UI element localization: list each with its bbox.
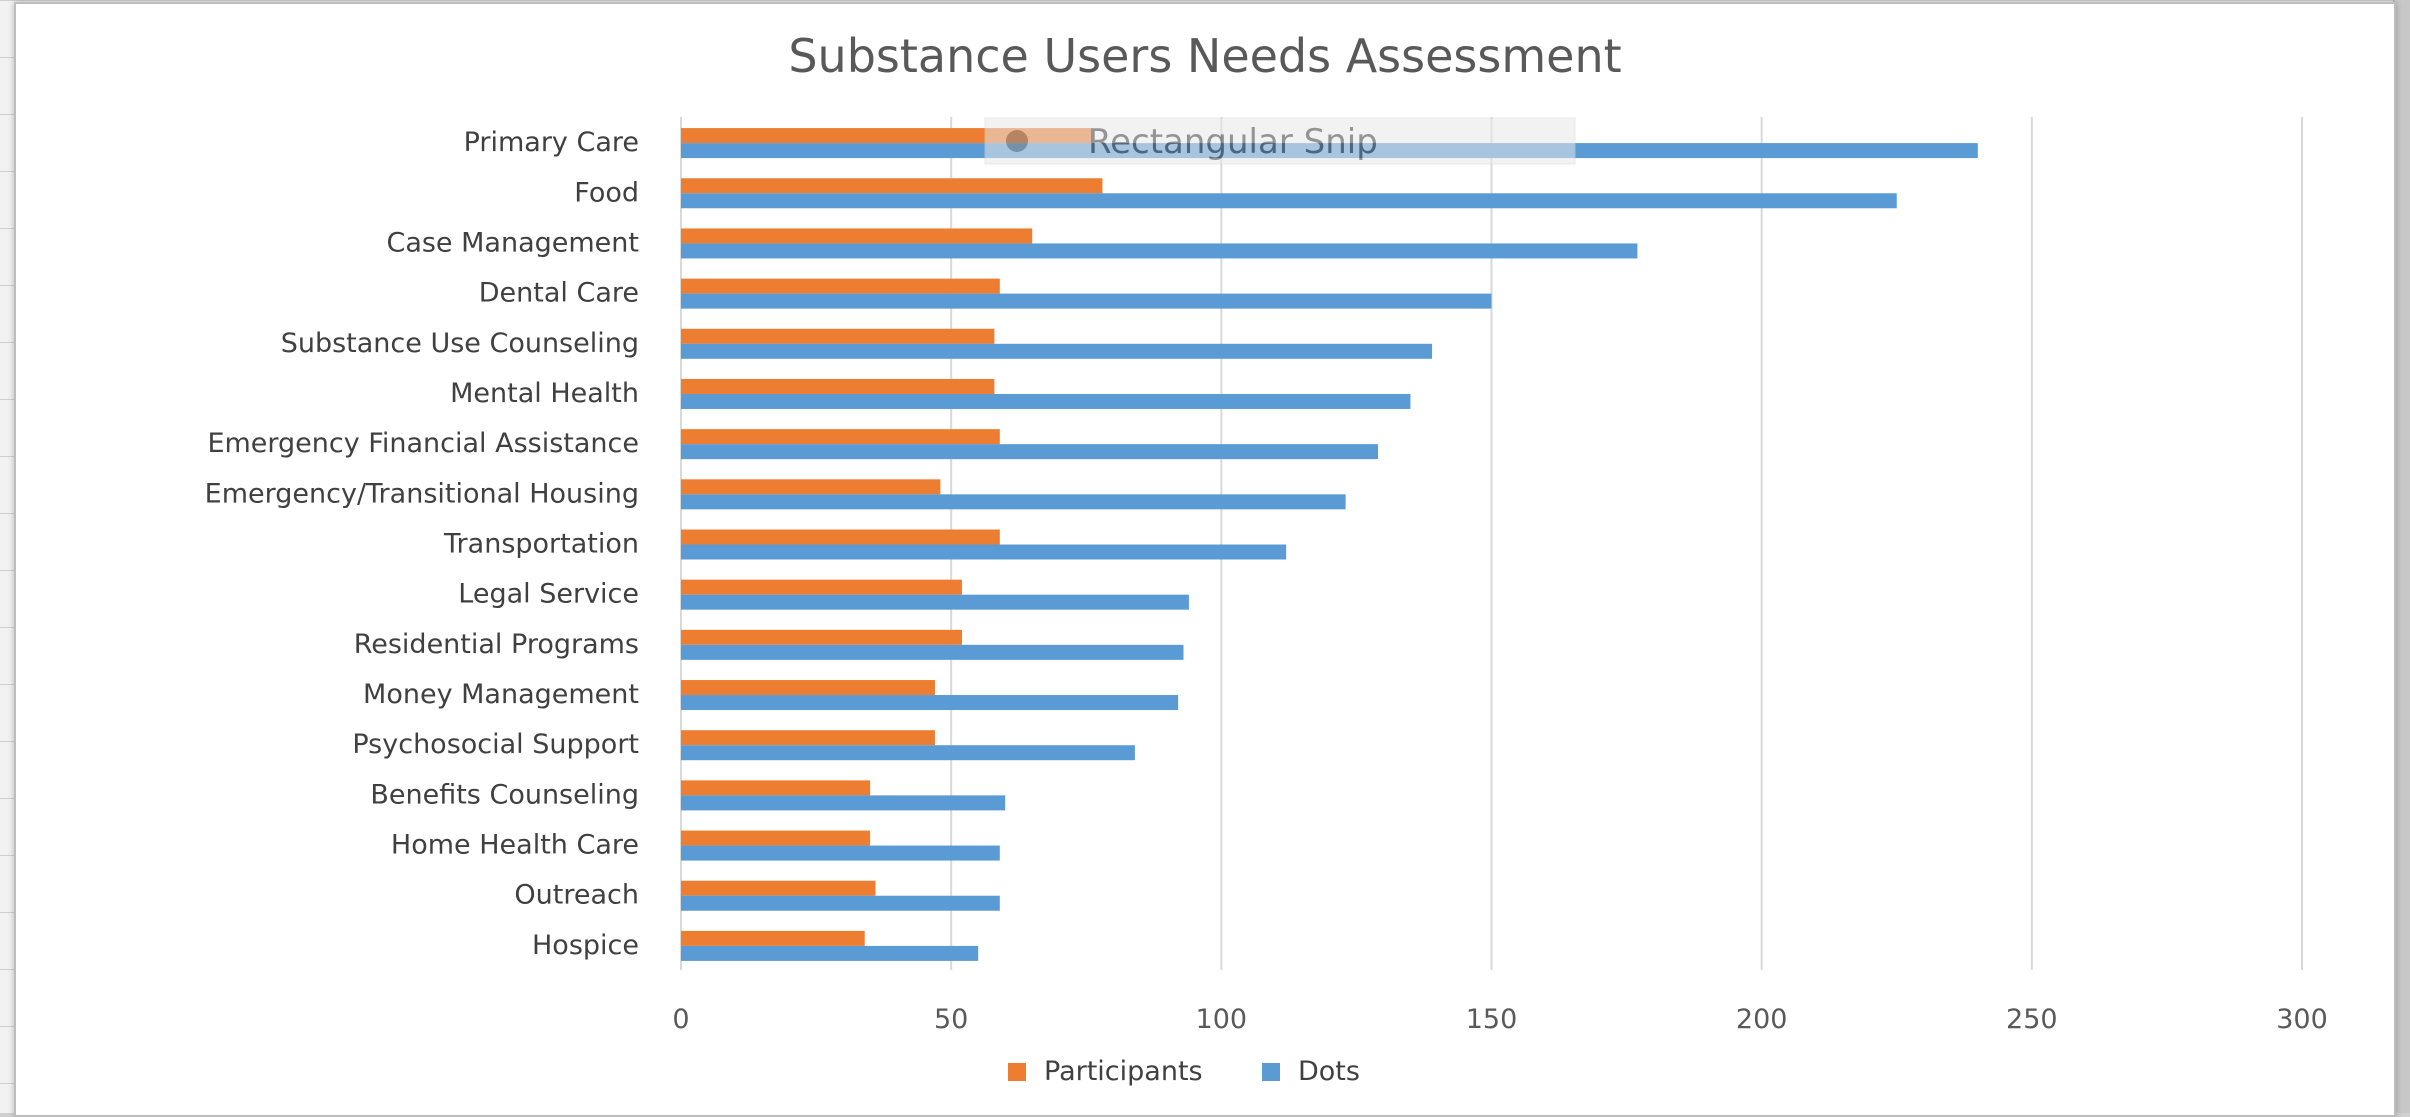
bar-participants[interactable] — [681, 830, 871, 846]
category-label: Outreach — [514, 880, 639, 911]
bar-dots[interactable] — [681, 695, 1179, 711]
x-tick-label: 150 — [1466, 1004, 1518, 1035]
bar-participants[interactable] — [681, 178, 1103, 194]
legend-label: Dots — [1298, 1056, 1360, 1087]
category-label: Residential Programs — [354, 629, 639, 660]
bar-participants[interactable] — [681, 328, 995, 344]
bar-dots[interactable] — [681, 243, 1638, 259]
category-labels: Primary Care Food Case Management Dental Ca… — [205, 127, 639, 961]
bar-dots[interactable] — [681, 444, 1379, 460]
category-label: Food — [574, 177, 639, 208]
category-label: Primary Care — [464, 127, 639, 158]
bar-participants[interactable] — [681, 278, 1000, 294]
bar-participants[interactable] — [681, 228, 1033, 244]
x-tick-labels: 0 50 100 150 200 250 300 — [672, 1004, 2327, 1035]
legend: Participants Dots — [1008, 1056, 1360, 1087]
category-label: Psychosocial Support — [352, 729, 639, 760]
category-label: Transportation — [443, 529, 639, 560]
bar-dots[interactable] — [681, 795, 1006, 811]
bar-dots[interactable] — [681, 644, 1184, 660]
bar-participants[interactable] — [681, 629, 962, 645]
category-label: Case Management — [386, 227, 639, 258]
x-tick-label: 100 — [1196, 1004, 1248, 1035]
bar-dots[interactable] — [681, 193, 1897, 209]
bar-participants[interactable] — [681, 930, 865, 946]
bar-dots[interactable] — [681, 945, 979, 961]
snip-icon — [1006, 130, 1028, 152]
bar-participants[interactable] — [681, 378, 995, 394]
category-label: Hospice — [532, 930, 639, 961]
bar-dots[interactable] — [681, 745, 1135, 761]
bar-participants[interactable] — [681, 479, 941, 495]
category-label: Substance Use Counseling — [281, 328, 639, 359]
rectangular-snip-overlay[interactable]: Rectangular Snip — [984, 117, 1576, 165]
bar-participants[interactable] — [681, 680, 935, 696]
snip-label: Rectangular Snip — [1088, 122, 1378, 162]
category-label: Dental Care — [479, 278, 639, 309]
legend-swatch-participants — [1008, 1063, 1026, 1081]
legend-swatch-dots — [1262, 1063, 1280, 1081]
bar-participants[interactable] — [681, 730, 935, 746]
x-tick-label: 50 — [934, 1004, 968, 1035]
category-label: Benefits Counseling — [370, 779, 639, 810]
x-tick-label: 300 — [2276, 1004, 2328, 1035]
chart-title: Substance Users Needs Assessment — [788, 29, 1621, 83]
bar-dots[interactable] — [681, 494, 1346, 510]
category-label: Legal Service — [458, 579, 639, 610]
bar-participants[interactable] — [681, 429, 1000, 445]
bar-dots[interactable] — [681, 343, 1433, 359]
bar-participants[interactable] — [681, 780, 871, 796]
bar-dots[interactable] — [681, 544, 1287, 560]
x-tick-label: 200 — [1736, 1004, 1788, 1035]
category-label: Emergency/Transitional Housing — [205, 478, 639, 509]
category-label: Home Health Care — [391, 830, 639, 861]
bar-participants[interactable] — [681, 579, 962, 595]
x-tick-label: 0 — [672, 1004, 689, 1035]
category-label: Mental Health — [450, 378, 639, 409]
bar-dots[interactable] — [681, 393, 1411, 409]
bar-dots[interactable] — [681, 895, 1000, 911]
bar-participants[interactable] — [681, 880, 876, 896]
bar-dots[interactable] — [681, 845, 1000, 861]
legend-label: Participants — [1044, 1056, 1203, 1087]
x-tick-label: 250 — [2006, 1004, 2058, 1035]
bar-dots[interactable] — [681, 594, 1189, 610]
category-label: Emergency Financial Assistance — [207, 428, 639, 459]
bars — [681, 128, 1978, 961]
category-label: Money Management — [363, 679, 639, 710]
bar-dots[interactable] — [681, 293, 1492, 309]
bar-participants[interactable] — [681, 529, 1000, 545]
